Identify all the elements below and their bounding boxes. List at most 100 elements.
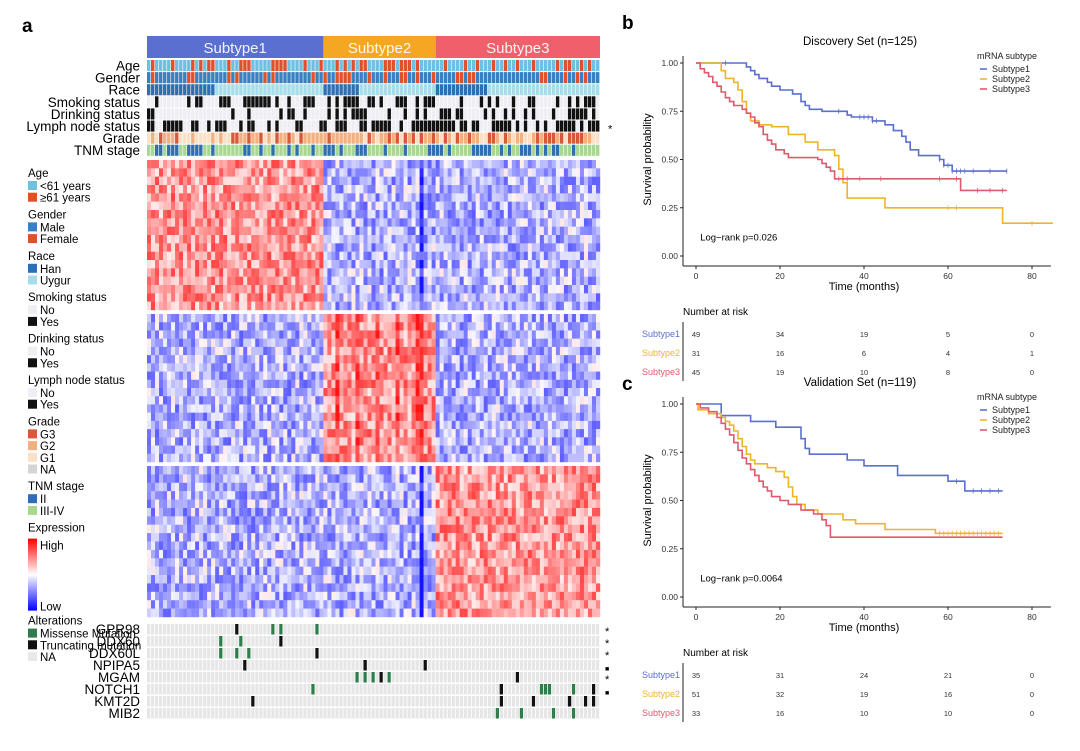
heatmap-cell — [391, 445, 396, 454]
heatmap-cell — [323, 176, 328, 186]
heatmap-cell — [207, 276, 212, 286]
heatmap-cell — [507, 285, 513, 294]
heatmap-cell — [335, 314, 340, 323]
heatmap-cell — [579, 243, 585, 252]
heatmap-cell — [283, 330, 288, 339]
heatmap-cell — [251, 168, 256, 177]
annotation-cell — [219, 144, 223, 156]
heatmap-cell — [403, 235, 408, 244]
annotation-cell — [407, 96, 411, 108]
heatmap-cell — [543, 404, 549, 413]
heatmap-cell — [551, 429, 557, 438]
heatmap-cell — [327, 445, 332, 454]
heatmap-cell — [467, 193, 472, 202]
heatmap-cell — [475, 322, 480, 331]
heatmap-cell — [559, 388, 565, 397]
heatmap-cell — [455, 226, 460, 236]
heatmap-cell — [199, 379, 204, 389]
heatmap-cell — [287, 235, 292, 244]
heatmap-cell — [287, 293, 292, 302]
heatmap-cell — [227, 420, 232, 430]
heatmap-cell — [383, 251, 388, 261]
heatmap-cell — [391, 453, 396, 463]
annotation-track-label: Gender — [95, 71, 141, 86]
heatmap-cell — [367, 322, 372, 331]
annotation-cell — [547, 84, 552, 96]
heatmap-cell — [547, 235, 553, 244]
heatmap-cell — [171, 379, 176, 389]
heatmap-cell — [319, 168, 324, 177]
heatmap-cell — [327, 260, 332, 269]
heatmap-cell — [407, 379, 412, 389]
heatmap-cell — [427, 235, 432, 244]
heatmap-cell — [279, 346, 284, 356]
annotation-cell — [595, 120, 600, 132]
heatmap-cell — [375, 176, 380, 186]
heatmap-cell — [291, 346, 296, 356]
heatmap-cell — [539, 185, 545, 194]
heatmap-cell — [431, 218, 436, 227]
heatmap-cell — [379, 346, 384, 356]
heatmap-cell — [155, 388, 160, 397]
heatmap-cell — [251, 429, 256, 438]
annotation-cell — [483, 60, 488, 72]
heatmap-cell — [427, 437, 432, 446]
heatmap-cell — [543, 420, 549, 430]
heatmap-cell — [367, 268, 372, 277]
heatmap-cell — [251, 210, 256, 219]
heatmap-cell — [223, 314, 228, 323]
heatmap-cell — [319, 268, 324, 277]
heatmap-cell — [295, 226, 300, 236]
heatmap-cell — [291, 176, 296, 186]
heatmap-cell — [559, 437, 565, 446]
heatmap-cell — [219, 268, 224, 277]
heatmap-cell — [379, 379, 384, 389]
heatmap-cell — [311, 363, 316, 372]
heatmap-cell — [519, 338, 525, 348]
annotation-cell — [159, 84, 163, 96]
heatmap-cell — [151, 363, 156, 372]
heatmap-cell — [435, 437, 440, 446]
heatmap-cell — [459, 437, 464, 446]
heatmap-cell — [519, 420, 525, 430]
heatmap-cell — [451, 338, 456, 348]
heatmap-cell — [567, 355, 573, 364]
heatmap-cell — [423, 176, 428, 186]
heatmap-cell — [327, 160, 332, 169]
annotation-cell — [275, 144, 279, 156]
heatmap-cell — [567, 251, 573, 261]
heatmap-cell — [187, 243, 192, 252]
annotation-cell — [543, 96, 548, 108]
annotation-cell — [555, 96, 560, 108]
heatmap-cell — [591, 243, 597, 252]
heatmap-cell — [203, 218, 208, 227]
annotation-cell — [443, 96, 448, 108]
heatmap-cell — [439, 185, 444, 194]
annotation-cell — [547, 108, 552, 120]
heatmap-cell — [243, 412, 248, 422]
heatmap-cell — [531, 322, 537, 331]
heatmap-cell — [415, 363, 420, 372]
heatmap-cell — [179, 420, 184, 430]
heatmap-cell — [563, 243, 569, 252]
heatmap-cell — [543, 363, 549, 372]
heatmap-cell — [191, 293, 196, 302]
heatmap-cell — [455, 420, 460, 430]
heatmap-cell — [315, 322, 320, 331]
heatmap-cell — [223, 301, 228, 311]
annotation-cell — [219, 60, 223, 72]
heatmap-cell — [503, 371, 508, 380]
annotation-cell — [367, 72, 371, 84]
heatmap-cell — [431, 168, 436, 177]
heatmap-cell — [147, 251, 152, 261]
annotation-cell — [319, 132, 323, 144]
heatmap-cell — [499, 226, 504, 236]
heatmap-cell — [391, 346, 396, 356]
heatmap-cell — [203, 429, 208, 438]
heatmap-cell — [371, 176, 376, 186]
heatmap-cell — [551, 322, 557, 331]
heatmap-cell — [159, 168, 164, 177]
heatmap-cell — [395, 185, 400, 194]
heatmap-cell — [551, 445, 557, 454]
heatmap-cell — [263, 346, 268, 356]
